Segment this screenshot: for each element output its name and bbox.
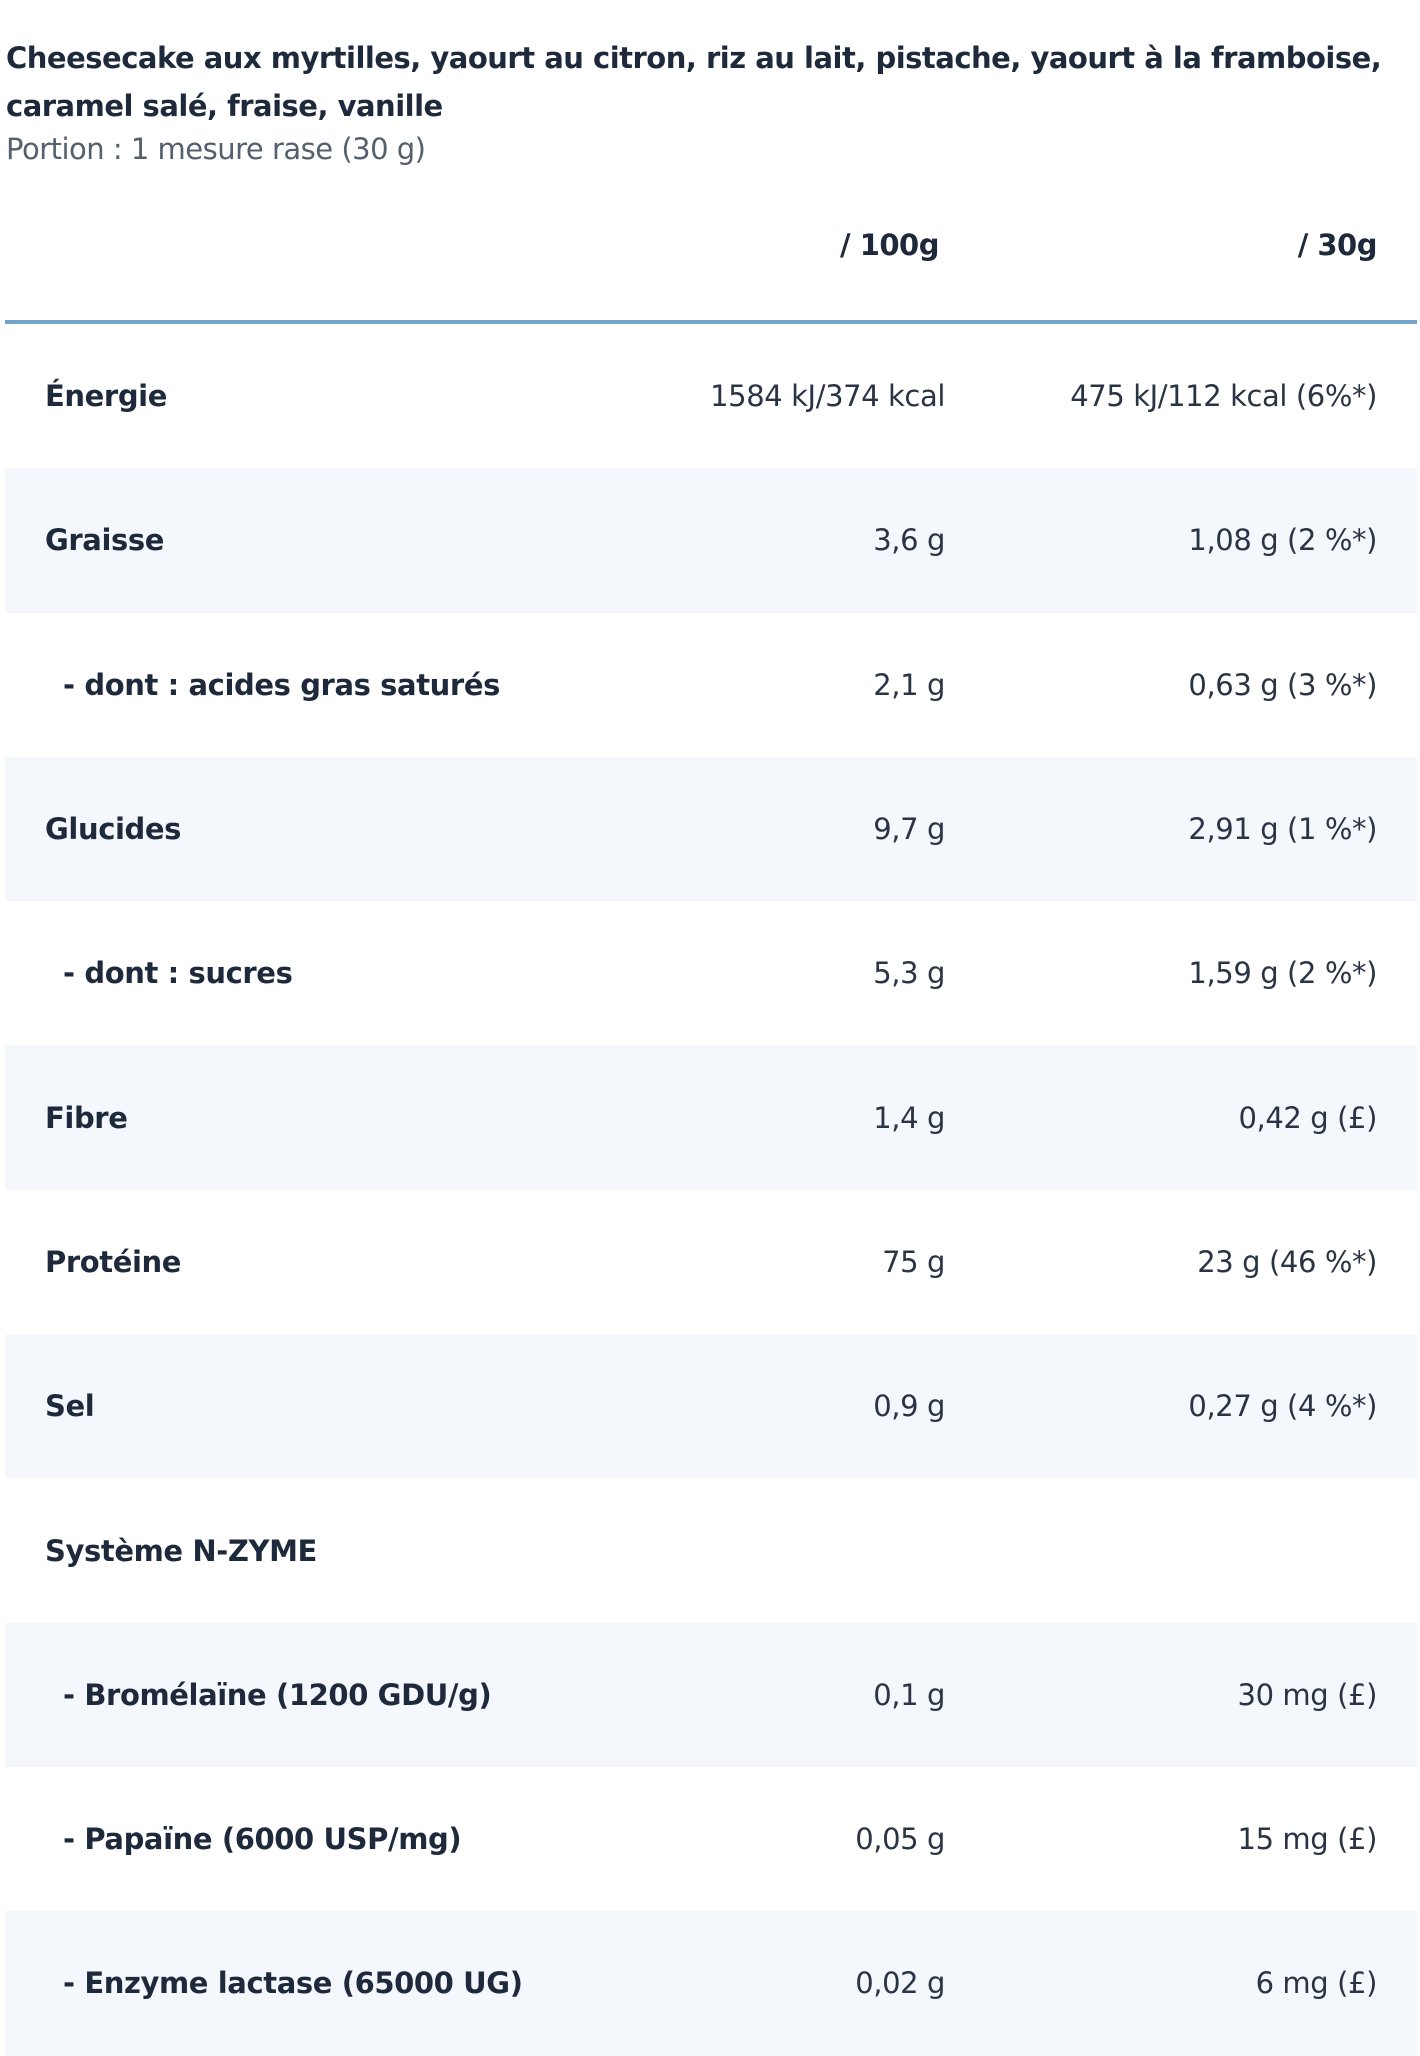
value-per-100g: 3,6 g [873, 523, 945, 558]
value-per-serving: 0,27 g (4 %*) [1188, 1389, 1377, 1424]
nutrition-row: Fibre 1,4 g 0,42 g (£) [5, 1045, 1417, 1190]
value-per-serving: 0,42 g (£) [1238, 1100, 1378, 1135]
value-per-serving: 2,91 g (1 %*) [1188, 812, 1377, 847]
value-per-100g: 0,05 g [855, 1822, 945, 1857]
value-per-serving: 0,63 g (3 %*) [1188, 667, 1377, 702]
nutrition-row: - dont : acides gras saturés 2,1 g 0,63 g … [5, 613, 1417, 757]
nutrient-label: Système N-ZYME [45, 1533, 317, 1568]
nutrient-label: - Papaïne (6000 USP/mg) [63, 1822, 462, 1857]
value-per-100g: 75 g [882, 1244, 945, 1279]
column-header-per-100g: / 100g [840, 228, 939, 262]
value-per-100g: 1584 kJ/374 kcal [710, 379, 945, 414]
nutrition-row: Glucides 9,7 g 2,91 g (1 %*) [5, 756, 1417, 902]
value-per-100g: 1,4 g [873, 1100, 945, 1135]
value-per-serving: 30 mg (£) [1237, 1677, 1378, 1712]
nutrient-label: - Bromélaïne (1200 GDU/g) [63, 1677, 492, 1712]
nutrition-table: Énergie 1584 kJ/374 kcal 475 kJ/112 kcal (… [5, 324, 1417, 2056]
value-per-100g: 0,1 g [873, 1677, 945, 1712]
nutrition-row: Sel 0,9 g 0,27 g (4 %*) [5, 1334, 1417, 1479]
nutrition-row: - dont : sucres 5,3 g 1,59 g (2 %*) [5, 901, 1417, 1045]
value-per-serving: 23 g (46 %*) [1197, 1244, 1377, 1279]
value-per-100g: 0,9 g [873, 1389, 945, 1424]
value-per-serving: 1,59 g (2 %*) [1188, 956, 1377, 991]
header-divider [5, 320, 1417, 324]
nutrient-label: Fibre [45, 1100, 128, 1135]
portion-size: Portion : 1 mesure rase (30 g) [6, 132, 426, 166]
nutrition-row: Énergie 1584 kJ/374 kcal 475 kJ/112 kcal (… [5, 324, 1417, 468]
nutrient-label: Sel [45, 1389, 95, 1424]
column-header-per-serving: / 30g [1297, 228, 1378, 262]
value-per-100g: 9,7 g [873, 812, 945, 847]
nutrient-label: - dont : acides gras saturés [63, 667, 500, 702]
nutrient-label: - Enzyme lactase (65000 UG) [63, 1966, 523, 2001]
nutrient-label: - dont : sucres [63, 956, 293, 991]
value-per-serving: 475 kJ/112 kcal (6%*) [1070, 379, 1377, 414]
nutrition-row: - Bromélaïne (1200 GDU/g) 0,1 g 30 mg (£) [5, 1622, 1417, 1767]
nutrition-row: Système N-ZYME [5, 1478, 1417, 1622]
value-per-serving: 6 mg (£) [1255, 1966, 1378, 2001]
nutrient-label: Graisse [45, 523, 165, 558]
nutrition-row: - Enzyme lactase (65000 UG) 0,02 g 6 mg (£… [5, 1911, 1417, 2056]
nutrient-label: Protéine [45, 1244, 182, 1279]
nutrient-label: Énergie [45, 379, 167, 414]
nutrition-row: Graisse 3,6 g 1,08 g (2 %*) [5, 468, 1417, 613]
product-flavours: Cheesecake aux myrtilles, yaourt au citr… [6, 41, 1382, 123]
value-per-serving: 1,08 g (2 %*) [1188, 523, 1377, 558]
nutrient-label: Glucides [45, 812, 182, 847]
value-per-100g: 0,02 g [855, 1966, 945, 2001]
value-per-100g: 5,3 g [873, 956, 945, 991]
nutrition-row: Protéine 75 g 23 g (46 %*) [5, 1190, 1417, 1334]
value-per-100g: 2,1 g [873, 667, 945, 702]
value-per-serving: 15 mg (£) [1237, 1822, 1378, 1857]
nutrition-row: - Papaïne (6000 USP/mg) 0,05 g 15 mg (£) [5, 1767, 1417, 1911]
